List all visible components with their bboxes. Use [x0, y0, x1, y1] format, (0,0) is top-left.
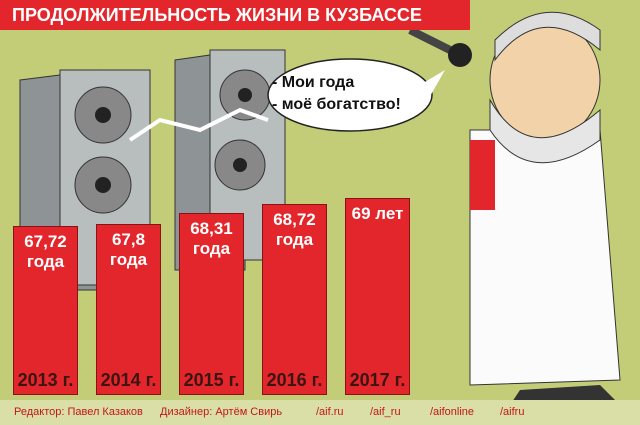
social-link[interactable]: /aif_ru — [370, 406, 401, 418]
category-label: 2016 г. — [266, 370, 323, 390]
value-label: 67,8 года — [109, 230, 148, 270]
category-label: 2014 г. — [100, 370, 157, 390]
value-label: 68,72 года — [273, 210, 316, 250]
bar — [262, 204, 327, 395]
speech-line: - моё богатство! — [272, 96, 401, 113]
social-link[interactable]: /aifru — [500, 406, 525, 418]
social-link[interactable]: /aif.ru — [316, 406, 344, 418]
category-label: 2015 г. — [183, 370, 240, 390]
bar — [13, 225, 78, 395]
credit: Редактор: Павел Казаков — [14, 406, 143, 418]
title: ПРОДОЛЖИТЕЛЬНОСТЬ ЖИЗНИ В КУЗБАССЕ — [0, 0, 470, 30]
value-label: 67,72 года — [24, 231, 67, 271]
value-label: 68,31 года — [190, 219, 233, 258]
speech-line: - Мои года — [272, 74, 355, 91]
speech-bubble: - Мои года - моё богатство! — [272, 72, 401, 116]
social-link[interactable]: /aifonline — [430, 406, 475, 418]
bar — [345, 197, 410, 395]
bar — [179, 213, 244, 395]
value-label: 69 лет — [351, 203, 404, 223]
bar — [96, 224, 161, 395]
category-label: 2017 г. — [349, 370, 406, 390]
category-label: 2013 г. — [17, 370, 74, 390]
credit: Дизайнер: Артём Свирь — [160, 406, 283, 418]
footer: Редактор: Павел Казаков Дизайнер: Артём … — [0, 400, 640, 425]
